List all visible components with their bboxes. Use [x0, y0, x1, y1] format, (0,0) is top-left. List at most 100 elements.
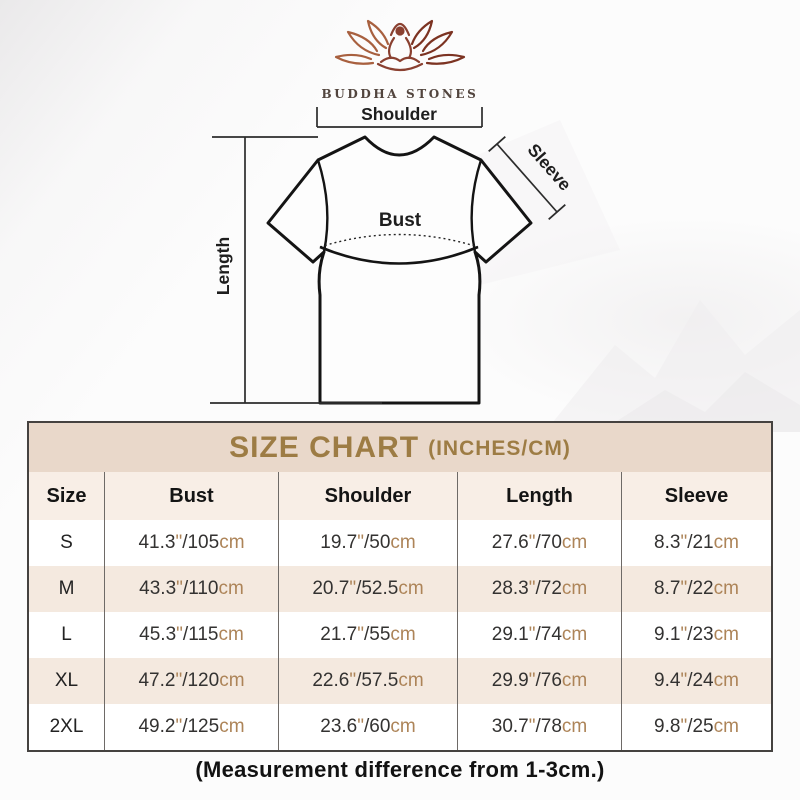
inch-mark: "	[680, 624, 688, 645]
separator: /	[356, 578, 362, 599]
cm-value: 125	[187, 716, 220, 737]
shoulder-label: Shoulder	[361, 104, 437, 124]
inch-mark: "	[680, 670, 688, 691]
cm-unit: cm	[219, 532, 245, 553]
size-cell: L	[61, 624, 72, 645]
table-header-row: Size Bust Shoulder Length Sleeve	[29, 472, 771, 520]
inch-mark: "	[357, 624, 364, 645]
cm-value: 72	[540, 578, 562, 599]
separator: /	[363, 716, 370, 737]
lotus-meditation-icon	[334, 19, 466, 72]
inch-mark: "	[175, 716, 183, 737]
cm-value: 50	[369, 532, 391, 553]
inch-value: 8.7	[654, 578, 681, 599]
separator: /	[687, 578, 693, 599]
size-chart-title-suffix: (INCHES/CM)	[428, 437, 571, 460]
inch-value: 30.7	[491, 716, 529, 737]
length-cell: 29.9 "/76 cm	[457, 658, 621, 704]
cm-unit: cm	[218, 624, 244, 645]
inch-mark: "	[357, 716, 364, 737]
inch-value: 28.3	[491, 578, 529, 599]
cm-unit: cm	[561, 624, 588, 645]
inch-mark: "	[175, 670, 183, 691]
cm-unit: cm	[390, 716, 416, 737]
inch-value: 41.3	[138, 532, 176, 553]
shoulder-cell: 20.7 "/52.5 cm	[278, 566, 457, 612]
inch-value: 47.2	[138, 670, 176, 691]
inch-mark: "	[528, 578, 536, 599]
size-cell: S	[60, 532, 73, 553]
sleeve-cell: 9.1 "/23 cm	[621, 612, 771, 658]
cm-value: 57.5	[361, 670, 399, 691]
left-sleeve-seam	[316, 159, 329, 253]
length-cell: 29.1 "/74 cm	[457, 612, 621, 658]
cm-unit: cm	[390, 532, 416, 553]
length-cell: 27.6 "/70 cm	[457, 520, 621, 566]
bust-line-dotted	[319, 233, 479, 248]
cm-value: 70	[540, 532, 562, 553]
inch-value: 20.7	[312, 578, 350, 599]
shoulder-cell: 19.7 "/50 cm	[278, 520, 457, 566]
separator: /	[687, 670, 693, 691]
inch-mark: "	[349, 578, 357, 599]
tshirt-measurement-diagram: Bust Shoulder Length Sleeve	[210, 104, 576, 405]
inch-mark: "	[176, 578, 183, 599]
separator: /	[535, 624, 541, 645]
inch-value: 9.1	[654, 624, 681, 645]
bust-cell: 41.3 "/105 cm	[104, 520, 278, 566]
cm-value: 60	[369, 716, 391, 737]
inch-mark: "	[680, 578, 688, 599]
column-header-shoulder: Shoulder	[278, 472, 457, 520]
length-cell: 28.3 "/72 cm	[457, 566, 621, 612]
cm-unit: cm	[219, 670, 245, 691]
table-row-2xl: 2XL 49.2 "/125 cm 23.6 "/60 cm 30.7 "/78 cm 9.…	[29, 704, 771, 750]
inch-mark: "	[175, 532, 183, 553]
brand-name: BUDDHA STONES	[321, 87, 479, 101]
cm-unit: cm	[713, 624, 739, 645]
cm-value: 110	[188, 578, 219, 599]
separator: /	[687, 716, 693, 737]
measurement-note: (Measurement difference from 1-3cm.)	[195, 757, 605, 782]
table-row-xl: XL 47.2 "/120 cm 22.6 "/57.5 cm 29.9 "/76 cm 9…	[29, 658, 771, 704]
cm-value: 25	[692, 716, 714, 737]
cm-value: 52.5	[361, 578, 399, 599]
cm-value: 78	[540, 716, 562, 737]
separator: /	[687, 624, 693, 645]
size-cell: XL	[54, 670, 79, 691]
inch-value: 27.6	[491, 532, 529, 553]
sleeve-cell: 9.4 "/24 cm	[621, 658, 771, 704]
cm-value: 115	[188, 624, 219, 645]
length-label: Length	[213, 237, 233, 295]
inch-value: 19.7	[320, 532, 358, 553]
size-cell: M	[58, 578, 75, 599]
size-chart-title-band: SIZE CHART (INCHES/CM)	[29, 423, 771, 472]
separator: /	[687, 532, 693, 553]
tshirt-outline	[266, 135, 533, 405]
inch-mark: "	[528, 624, 536, 645]
inch-value: 9.8	[654, 716, 681, 737]
inch-value: 22.6	[312, 670, 350, 691]
shoulder-measure-line	[316, 107, 483, 128]
length-cell: 30.7 "/78 cm	[457, 704, 621, 750]
inch-value: 8.3	[654, 532, 681, 553]
cm-unit: cm	[713, 532, 739, 553]
cm-unit: cm	[561, 578, 588, 599]
cm-unit: cm	[398, 578, 424, 599]
right-sleeve-seam	[470, 159, 483, 253]
cm-unit: cm	[398, 670, 424, 691]
cm-unit: cm	[390, 624, 416, 645]
table-row-l: L 45.3 "/115 cm 21.7 "/55 cm 29.1 "/74 cm 9.1 "…	[29, 612, 771, 658]
inch-value: 21.7	[320, 624, 358, 645]
table-row-s: S 41.3 "/105 cm 19.7 "/50 cm 27.6 "/70 cm 8.3 "…	[29, 520, 771, 566]
cm-value: 24	[692, 670, 714, 691]
column-header-length: Length	[457, 472, 621, 520]
bust-cell: 49.2 "/125 cm	[104, 704, 278, 750]
inch-value: 23.6	[320, 716, 358, 737]
size-chart-title: SIZE CHART	[229, 430, 420, 464]
inch-mark: "	[349, 670, 357, 691]
cm-value: 23	[692, 624, 714, 645]
column-header-size: Size	[46, 484, 87, 507]
separator: /	[363, 532, 370, 553]
sleeve-measure-line	[488, 136, 566, 220]
column-header-bust: Bust	[104, 472, 278, 520]
